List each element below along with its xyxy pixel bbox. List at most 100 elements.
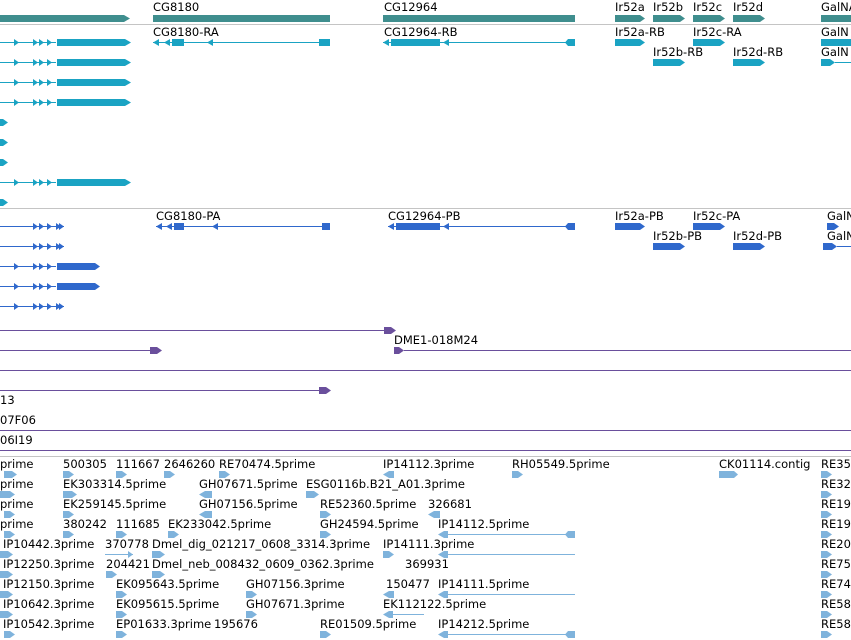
protein-label-cg12964-pb[interactable]: CG12964-PB <box>388 209 461 223</box>
gene-label-cg8180[interactable]: CG8180 <box>153 0 200 14</box>
est-label[interactable]: RH05549.5prime <box>512 457 610 471</box>
est-glyph[interactable] <box>105 551 133 558</box>
est-glyph[interactable] <box>246 591 257 598</box>
est-glyph[interactable] <box>116 631 127 638</box>
protein-cg8180-pa[interactable] <box>156 223 330 230</box>
est-label[interactable]: prime <box>0 477 34 491</box>
est-glyph[interactable] <box>320 531 331 538</box>
est-glyph[interactable] <box>320 631 331 638</box>
est-label[interactable]: GH07671.3prime <box>246 597 345 611</box>
est-glyph[interactable] <box>306 491 319 498</box>
est-glyph[interactable] <box>821 631 832 638</box>
est-glyph[interactable] <box>438 631 575 638</box>
est-glyph[interactable] <box>4 511 15 518</box>
est-label[interactable]: Dmel_dig_021217_0608_3314.3prime <box>152 537 371 551</box>
est-glyph[interactable] <box>821 511 832 518</box>
est-label[interactable]: IP12250.3prime <box>3 557 95 571</box>
protein-label-ir52d-pb[interactable]: Ir52d-PB <box>733 229 783 243</box>
est-label[interactable]: Dmel_neb_008432_0609_0362.3prime <box>152 557 374 571</box>
est-label[interactable]: IP14111.5prime <box>438 577 530 591</box>
est-label[interactable]: RE75 <box>821 557 851 571</box>
gene-label-ir52d[interactable]: Ir52d <box>733 0 764 14</box>
protein-label-ir52c-pa[interactable]: Ir52c-PA <box>693 209 741 223</box>
transcript-label-ir52b-rb[interactable]: Ir52b-RB <box>653 45 704 59</box>
est-glyph[interactable] <box>383 611 424 618</box>
est-label[interactable]: RE32 <box>821 477 851 491</box>
est-glyph[interactable] <box>219 471 230 478</box>
est-glyph[interactable] <box>152 551 165 558</box>
est-label[interactable]: 326681 <box>428 497 472 511</box>
est-label[interactable]: IP12150.3prime <box>3 577 95 591</box>
est-label[interactable]: prime <box>0 457 34 471</box>
gene-glyph[interactable] <box>153 15 330 22</box>
est-glyph[interactable] <box>0 591 13 598</box>
est-glyph[interactable] <box>438 591 575 598</box>
protein-ir52b-pb[interactable] <box>653 243 685 250</box>
protein-galn[interactable] <box>827 223 839 230</box>
est-label[interactable]: 369931 <box>405 557 449 571</box>
est-glyph[interactable] <box>0 491 15 498</box>
gene-glyph[interactable] <box>0 15 130 22</box>
transcript-ir52c-ra[interactable] <box>693 39 725 46</box>
est-label[interactable]: RE19 <box>821 517 851 531</box>
est-glyph[interactable] <box>320 511 331 518</box>
transcript-cg12964-rb[interactable] <box>383 39 575 46</box>
est-glyph[interactable] <box>152 571 165 578</box>
gene-glyph[interactable] <box>733 15 765 22</box>
est-glyph[interactable] <box>821 531 832 538</box>
est-label[interactable]: IP14112.3prime <box>383 457 475 471</box>
est-glyph[interactable] <box>821 571 832 578</box>
gene-label-ir52c[interactable]: Ir52c <box>693 0 723 14</box>
est-label[interactable]: EK259145.5prime <box>63 497 167 511</box>
est-glyph[interactable] <box>428 511 440 518</box>
clone-glyph-dme1-018m24[interactable] <box>394 347 851 354</box>
est-glyph[interactable] <box>63 471 74 478</box>
est-glyph[interactable] <box>512 471 523 478</box>
gene-glyph[interactable] <box>653 15 685 22</box>
clone-label[interactable]: 07F06 <box>0 413 36 427</box>
est-label[interactable]: EK303314.5prime <box>63 477 167 491</box>
est-label[interactable]: RE58 <box>821 597 851 611</box>
est-glyph[interactable] <box>4 631 15 638</box>
est-glyph[interactable] <box>383 591 394 598</box>
protein-row[interactable] <box>0 263 100 270</box>
est-label[interactable]: IP10542.3prime <box>3 617 95 631</box>
transcript-row[interactable] <box>0 99 131 106</box>
gene-label-ir52b[interactable]: Ir52b <box>653 0 684 14</box>
transcript-row[interactable] <box>0 59 131 66</box>
est-glyph[interactable] <box>63 531 74 538</box>
transcript-stub[interactable] <box>0 119 8 126</box>
est-glyph[interactable] <box>168 531 179 538</box>
est-label[interactable]: EK233042.5prime <box>168 517 272 531</box>
est-label[interactable]: 380242 <box>63 517 107 531</box>
protein-row[interactable] <box>0 283 100 290</box>
est-glyph[interactable] <box>116 471 127 478</box>
transcript-label-ir52c-ra[interactable]: Ir52c-RA <box>693 25 742 39</box>
protein-ir52a-pb[interactable] <box>615 223 645 230</box>
protein-galn[interactable] <box>823 243 851 250</box>
est-glyph[interactable] <box>116 611 127 618</box>
est-glyph[interactable] <box>199 491 212 498</box>
transcript-row[interactable] <box>0 179 131 186</box>
protein-label-ir52a-pb[interactable]: Ir52a-PB <box>615 209 664 223</box>
est-label[interactable]: GH24594.5prime <box>320 517 419 531</box>
est-glyph[interactable] <box>116 591 127 598</box>
est-glyph[interactable] <box>719 471 738 478</box>
transcript-galn[interactable] <box>821 39 851 46</box>
est-glyph[interactable] <box>0 611 13 618</box>
gene-glyph[interactable] <box>693 15 725 22</box>
gene-glyph[interactable] <box>383 15 575 22</box>
protein-label-galn[interactable]: GalN <box>827 229 851 243</box>
transcript-stub[interactable] <box>0 199 8 206</box>
transcript-row[interactable] <box>0 79 131 86</box>
clone-glyph[interactable] <box>0 347 162 354</box>
gene-glyph[interactable] <box>615 15 645 22</box>
gene-glyph[interactable] <box>821 15 851 22</box>
clone-label[interactable]: 06I19 <box>0 433 33 447</box>
est-glyph[interactable] <box>63 511 74 518</box>
est-label[interactable]: EK112122.5prime <box>383 597 487 611</box>
protein-ir52d-pb[interactable] <box>733 243 765 250</box>
transcript-label-cg8180-ra[interactable]: CG8180-RA <box>153 25 219 39</box>
est-label[interactable]: 2646260 <box>164 457 216 471</box>
est-label[interactable]: 500305 <box>63 457 107 471</box>
